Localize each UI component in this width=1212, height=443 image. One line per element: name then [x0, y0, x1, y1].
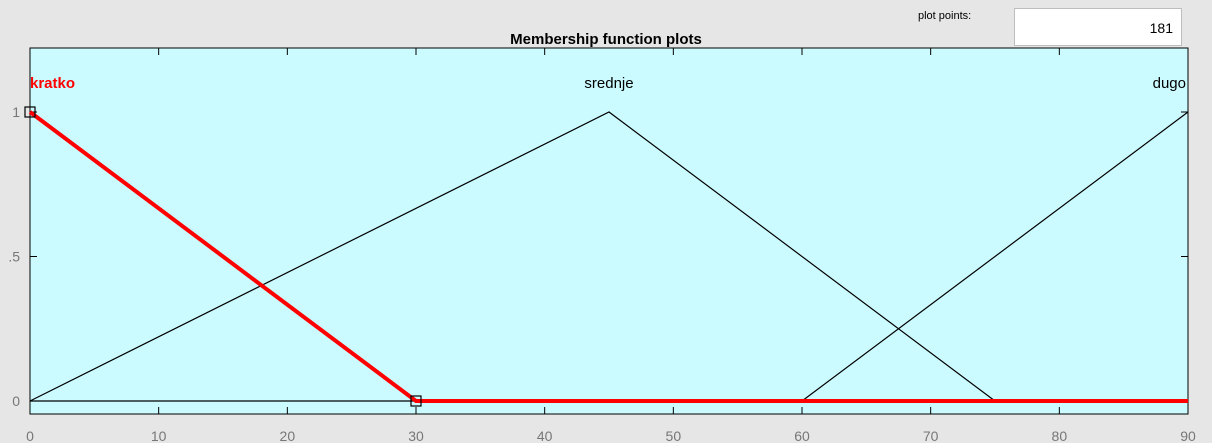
x-tick-label: 10: [151, 428, 167, 443]
mf-vertex-handle[interactable]: [410, 395, 422, 407]
mf-labels-layer: srednje dugo kratko: [30, 75, 1186, 92]
x-tick-label: 40: [537, 428, 553, 443]
mf-line-kratko[interactable]: [28, 110, 1188, 403]
mf-label-dugo[interactable]: dugo: [1153, 75, 1186, 92]
mf-vertex-handle[interactable]: [24, 106, 36, 118]
x-tick-label: 50: [666, 428, 682, 443]
x-tick-label: 20: [280, 428, 296, 443]
plot-points-label: plot points:: [918, 10, 972, 22]
ticks-layer: 0 10 20 30 40 50 60 70 80 90 0 .5 1: [8, 48, 1196, 443]
x-tick-label: 0: [26, 428, 34, 443]
axes-background[interactable]: [29, 47, 1189, 415]
mf-label-kratko[interactable]: kratko: [30, 75, 75, 92]
x-tick-label: 90: [1180, 428, 1196, 443]
x-tick-label: 30: [408, 428, 424, 443]
plot-title: Membership function plots: [510, 31, 702, 48]
y-tick-label: 1: [12, 104, 20, 120]
mf-lines-layer[interactable]: [24, 106, 1189, 407]
plot-points-input[interactable]: 181: [1014, 8, 1182, 46]
y-tick-label: 0: [12, 393, 20, 409]
x-tick-label: 80: [1052, 428, 1068, 443]
y-tick-label: .5: [8, 249, 20, 265]
mf-label-srednje[interactable]: srednje: [584, 75, 633, 92]
x-tick-label: 60: [794, 428, 810, 443]
x-tick-label: 70: [923, 428, 939, 443]
